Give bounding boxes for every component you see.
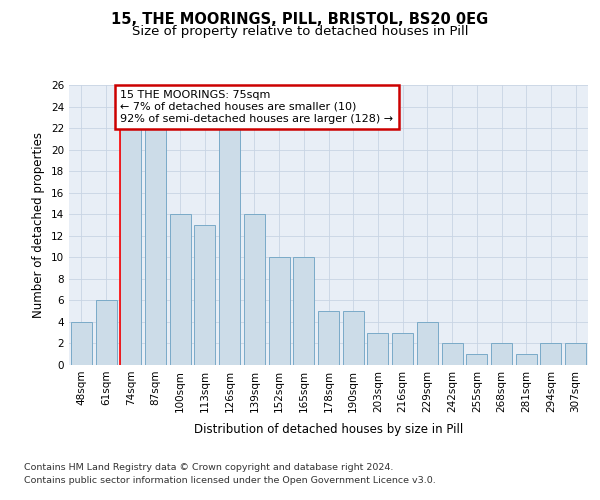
Bar [71, 322, 92, 365]
Bar [367, 332, 388, 365]
Bar [194, 225, 215, 365]
Bar [442, 344, 463, 365]
Text: Contains public sector information licensed under the Open Government Licence v3: Contains public sector information licen… [24, 476, 436, 485]
Text: 15, THE MOORINGS, PILL, BRISTOL, BS20 0EG: 15, THE MOORINGS, PILL, BRISTOL, BS20 0E… [112, 12, 488, 28]
Bar [343, 311, 364, 365]
Bar [170, 214, 191, 365]
Bar [466, 354, 487, 365]
Text: Contains HM Land Registry data © Crown copyright and database right 2024.: Contains HM Land Registry data © Crown c… [24, 462, 394, 471]
Text: Size of property relative to detached houses in Pill: Size of property relative to detached ho… [132, 25, 468, 38]
Y-axis label: Number of detached properties: Number of detached properties [32, 132, 46, 318]
Bar [269, 258, 290, 365]
Bar [565, 344, 586, 365]
Bar [145, 128, 166, 365]
Bar [95, 300, 116, 365]
Bar [417, 322, 438, 365]
Bar [491, 344, 512, 365]
Bar [516, 354, 537, 365]
Bar [392, 332, 413, 365]
Text: Distribution of detached houses by size in Pill: Distribution of detached houses by size … [194, 422, 463, 436]
Bar [541, 344, 562, 365]
Bar [293, 258, 314, 365]
Bar [219, 128, 240, 365]
Bar [244, 214, 265, 365]
Bar [318, 311, 339, 365]
Bar [120, 128, 141, 365]
Text: 15 THE MOORINGS: 75sqm
← 7% of detached houses are smaller (10)
92% of semi-deta: 15 THE MOORINGS: 75sqm ← 7% of detached … [121, 90, 394, 124]
